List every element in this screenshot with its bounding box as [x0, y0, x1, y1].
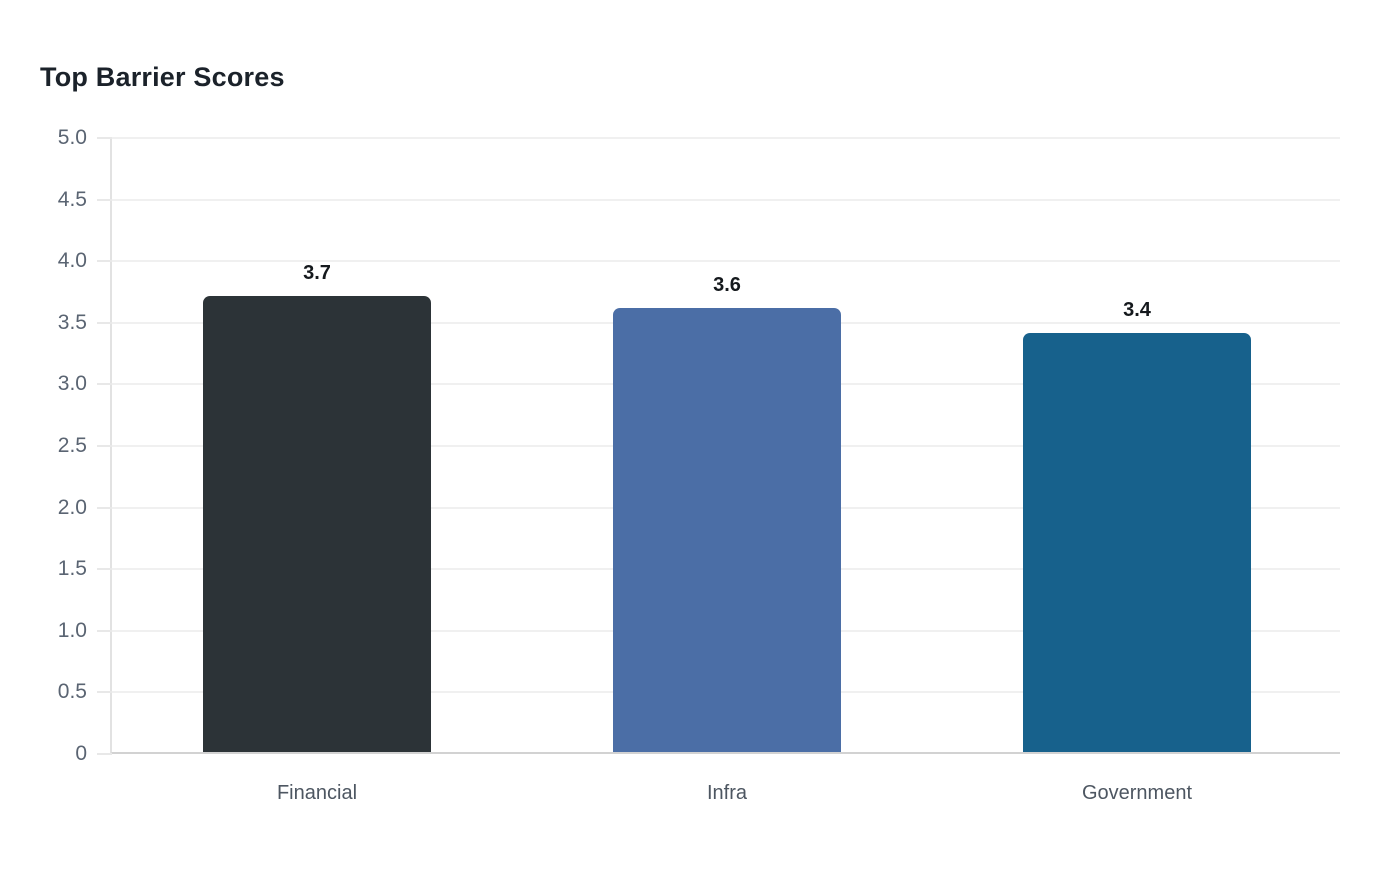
y-tick-mark: [97, 753, 112, 755]
gridline: [112, 260, 1340, 263]
y-tick-mark: [97, 445, 112, 447]
y-tick-label: 1.0: [57, 618, 87, 642]
y-tick-mark: [97, 198, 112, 201]
y-tick-label: 4.5: [57, 187, 87, 211]
bar-government: [1023, 333, 1251, 752]
y-tick-label: 2.0: [57, 495, 87, 519]
y-tick-label: 3.5: [57, 310, 87, 334]
y-tick-mark: [97, 383, 112, 386]
y-tick-label: 5.0: [57, 126, 87, 149]
bar-value-label: 3.7: [303, 262, 331, 285]
y-tick-mark: [97, 568, 112, 571]
y-tick-mark: [97, 506, 112, 509]
bar-value-label: 3.6: [713, 274, 741, 297]
gridline: [112, 198, 1340, 201]
y-tick-label: 0: [75, 742, 87, 765]
gridline: [112, 137, 1340, 139]
y-tick-label: 2.5: [57, 434, 87, 457]
chart-title: Top Barrier Scores: [40, 62, 285, 92]
y-tick-mark: [97, 260, 112, 263]
x-tick-label: Infra: [706, 782, 748, 804]
y-tick-mark: [97, 137, 112, 139]
y-tick-mark: [97, 629, 112, 632]
plot-area: 0 0.5 1.0 1.5 2.0 2.5 3.0 3.5 4.0 4.5 5.0 3.7 Financ…: [58, 126, 1340, 804]
y-tick-label: 1.5: [57, 557, 87, 581]
x-tick-label: Financial: [276, 782, 358, 804]
bar-financial: [203, 296, 431, 752]
y-tick-label: 4.0: [57, 249, 87, 273]
y-tick-label: 0.5: [57, 680, 87, 704]
y-tick-mark: [97, 321, 112, 324]
y-tick-mark: [97, 691, 112, 694]
bar-infra: [613, 308, 841, 752]
y-tick-label: 3.0: [57, 372, 87, 396]
bar-value-label: 3.4: [1123, 299, 1151, 322]
x-tick-label: Government: [1081, 782, 1193, 804]
